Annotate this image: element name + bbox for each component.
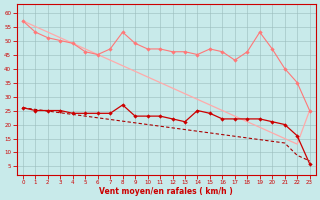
X-axis label: Vent moyen/en rafales ( km/h ): Vent moyen/en rafales ( km/h ) — [100, 187, 233, 196]
